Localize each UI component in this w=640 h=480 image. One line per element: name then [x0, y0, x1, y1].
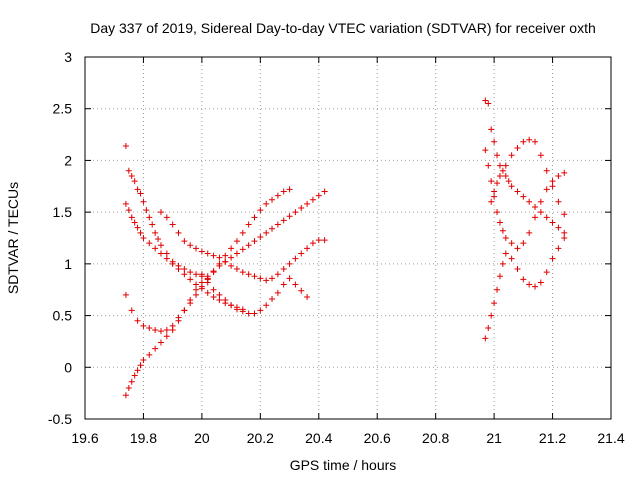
- y-tick-label: 0.5: [53, 308, 73, 324]
- y-tick-label: 3: [64, 49, 72, 65]
- y-tick-label: 0: [64, 359, 72, 375]
- x-tick-label: 20.2: [247, 430, 274, 446]
- sdtvar-scatter-chart: Day 337 of 2019, Sidereal Day-to-day VTE…: [0, 0, 640, 480]
- x-tick-label: 20.8: [422, 430, 449, 446]
- x-tick-label: 21: [486, 430, 502, 446]
- x-axis-label: GPS time / hours: [290, 457, 397, 473]
- y-axis-label: SDTVAR / TECUs: [5, 182, 21, 294]
- x-tick-label: 20: [194, 430, 210, 446]
- x-tick-label: 20.6: [364, 430, 391, 446]
- x-tick-label: 19.8: [130, 430, 157, 446]
- y-tick-label: 1: [64, 256, 72, 272]
- chart-title: Day 337 of 2019, Sidereal Day-to-day VTE…: [90, 20, 596, 36]
- x-tick-label: 21.4: [597, 430, 624, 446]
- x-tick-label: 20.4: [305, 430, 332, 446]
- y-tick-label: 2.5: [53, 101, 73, 117]
- y-tick-label: -0.5: [48, 411, 72, 427]
- y-tick-label: 1.5: [53, 204, 73, 220]
- y-tick-label: 2: [64, 152, 72, 168]
- x-tick-label: 19.6: [71, 430, 98, 446]
- x-tick-label: 21.2: [539, 430, 566, 446]
